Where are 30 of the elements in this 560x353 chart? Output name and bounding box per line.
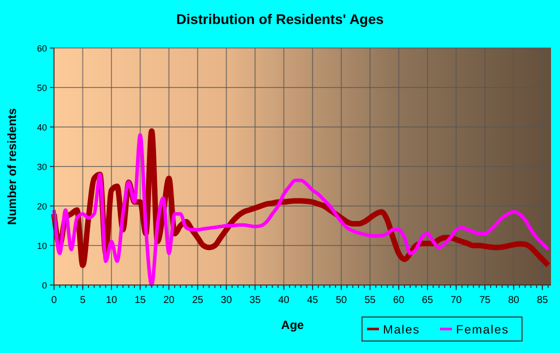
y-axis-title: Number of residents [5,108,19,225]
x-tick-label: 15 [134,295,146,306]
x-tick-label: 25 [192,295,204,306]
y-tick-label: 50 [36,83,47,93]
x-tick-label: 0 [51,295,58,306]
y-tick-label: 20 [36,202,47,212]
x-tick-label: 85 [536,295,548,306]
x-tick-label: 5 [80,295,86,306]
x-tick-label: 80 [508,295,520,306]
legend-label: Females [456,322,510,336]
x-tick-label: 60 [393,295,405,306]
x-axis-title: Age [281,318,304,332]
x-tick-label: 40 [278,295,290,306]
x-tick-label: 10 [106,295,118,306]
y-tick-label: 0 [42,280,47,290]
x-tick-label: 30 [220,295,232,306]
chart-title: Distribution of Residents' Ages [176,11,384,27]
legend-label: Males [383,322,420,336]
y-tick-label: 30 [36,162,47,172]
y-tick-label: 40 [36,122,47,132]
y-tick-label: 60 [36,44,47,54]
x-tick-label: 50 [336,295,348,306]
x-tick-label: 75 [479,295,491,306]
x-tick-label: 55 [364,295,376,306]
x-tick-label: 45 [306,295,319,306]
x-tick-label: 70 [450,295,462,306]
x-tick-label: 20 [163,295,175,306]
x-tick-label: 65 [422,295,434,306]
x-tick-label: 35 [250,295,262,306]
y-tick-label: 10 [36,241,47,251]
